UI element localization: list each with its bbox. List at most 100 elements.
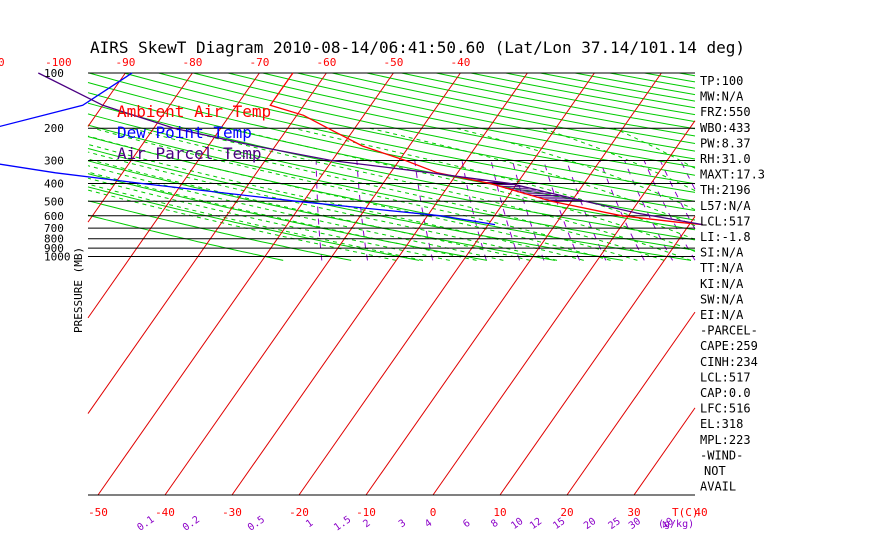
mixing-ratio-line [490, 160, 520, 261]
moist-adiabat-line [613, 127, 696, 169]
moist-adiabat-line [87, 135, 611, 261]
moist-adiabat-line [92, 127, 638, 261]
dry-adiabat-line [644, 72, 696, 83]
mixing-ratio-line [643, 160, 696, 261]
mixing-ratio-line [624, 160, 674, 261]
isotherm-line [97, 72, 394, 496]
dry-adiabat-line [87, 200, 352, 261]
index-row: LCL:517 [700, 214, 751, 228]
y-axis-label: PRESSURE (MB) [72, 247, 85, 333]
bottom-temp-tick-label: 20 [560, 506, 573, 519]
moist-adiabat-line [87, 165, 504, 261]
top-temp-tick-label: -50 [383, 56, 403, 69]
pressure-tick-label: 600 [44, 210, 64, 223]
dry-adiabat-line [505, 72, 696, 109]
mixing-ratio-line [315, 160, 323, 261]
grid-layer [87, 72, 696, 496]
mixing-ratio-tick-label: 0.5 [246, 514, 267, 533]
pressure-tick-label: 300 [44, 155, 64, 168]
moist-adiabat-line [175, 127, 692, 261]
index-row: RH:31.0 [700, 152, 751, 166]
dew-point-temp-line [0, 72, 496, 226]
bottom-temp-tick-label: 40 [694, 506, 707, 519]
index-row: TT:N/A [700, 261, 744, 275]
index-row: SI:N/A [700, 246, 744, 260]
dry-adiabat-line [87, 186, 420, 261]
bottom-temp-tick-label: -10 [356, 506, 376, 519]
mixing-ratio-tick-label: 3 [397, 518, 408, 530]
dry-adiabat-line [366, 72, 696, 137]
legend: Ambient Air Temp Dew Point Temp Air Parcel… [117, 102, 271, 163]
moist-adiabat-line [87, 183, 424, 261]
mixing-ratio-line [543, 160, 581, 261]
index-row: MAXT:17.3 [700, 168, 765, 182]
pressure-tick-label: 900 [44, 242, 64, 255]
pressure-tick-label: 100 [44, 67, 64, 80]
index-row: NOT [704, 464, 726, 478]
moist-adiabat-line [87, 151, 558, 261]
dry-adiabat-line [87, 102, 696, 231]
index-row: KI:N/A [700, 277, 744, 291]
bottom-axis-unit: T(C) [672, 506, 699, 519]
dry-adiabat-line [540, 72, 696, 102]
dry-adiabat-line [88, 72, 695, 202]
air-parcel-temp-line [38, 72, 703, 226]
dry-adiabat-line [227, 72, 696, 168]
dry-adiabat-line [331, 72, 696, 144]
top-temp-tick-label: -60 [316, 56, 336, 69]
legend-entry: Air Parcel Temp [117, 144, 262, 163]
mixing-ratio-tick-label: 1.5 [332, 514, 353, 533]
index-row: EI:N/A [700, 308, 744, 322]
chart-title: AIRS SkewT Diagram 2010-08-14/06:41:50.6… [90, 38, 745, 57]
mixing-ratio-tick-label: 6 [461, 518, 472, 530]
mixing-ratio-tick-label: 0.1 [135, 514, 156, 533]
isotherm-line [633, 407, 696, 496]
mixing-ratio-tick-label: 1 [304, 518, 315, 530]
dry-adiabat-line [87, 92, 696, 221]
isotherm-line [432, 120, 696, 496]
mixing-ratio-tick-label: 2 [361, 518, 372, 530]
pressure-tick-label: 200 [44, 122, 64, 135]
axis-labels: 1002003004005006007008009001000-120-110-… [0, 56, 708, 534]
isotherm-line [87, 72, 193, 223]
index-row: L57:N/A [700, 199, 751, 213]
top-temp-tick-label: -90 [115, 56, 135, 69]
index-row: WBO:433 [700, 121, 751, 135]
pressure-tick-label: 700 [44, 222, 64, 235]
legend-entry: Dew Point Temp [117, 123, 252, 142]
mixing-ratio-line [356, 160, 368, 261]
index-row: AVAIL [700, 480, 736, 494]
isotherm-line [365, 72, 662, 496]
mixing-ratio-tick-label: 12 [528, 516, 544, 532]
top-temp-tick-label: -110 [0, 56, 5, 69]
mixing-ratio-tick-label: 25 [607, 516, 623, 532]
dry-adiabat-line [87, 160, 556, 261]
series-layer [0, 72, 703, 226]
isotherm-line [231, 72, 528, 496]
mixing-ratio-line [566, 160, 607, 261]
mixing-ratio-tick-label: 20 [582, 516, 598, 532]
index-row: LI:-1.8 [700, 230, 751, 244]
bottom-temp-tick-label: -20 [289, 506, 309, 519]
index-row: CAPE:259 [700, 339, 758, 353]
mixing-ratio-line [659, 160, 696, 230]
pressure-tick-label: 1000 [44, 251, 71, 264]
moist-adiabat-line [131, 127, 665, 261]
dry-adiabat-line [436, 72, 696, 123]
top-temp-tick-label: -70 [249, 56, 269, 69]
index-row: LCL:517 [700, 370, 751, 384]
top-temp-tick-label: -80 [182, 56, 202, 69]
dry-adiabat-line [87, 82, 696, 211]
dry-adiabat-line [87, 113, 696, 241]
mixing-ratio-line [680, 160, 696, 190]
mixing-ratio-line [414, 160, 434, 261]
moist-adiabat-line [87, 143, 584, 261]
dry-adiabat-line [158, 72, 696, 185]
index-row: CINH:234 [700, 355, 758, 369]
isotherm-line [566, 311, 696, 496]
index-row: CAP:0.0 [700, 386, 751, 400]
isotherm-line [499, 216, 696, 496]
bottom-temp-tick-label: 30 [627, 506, 640, 519]
